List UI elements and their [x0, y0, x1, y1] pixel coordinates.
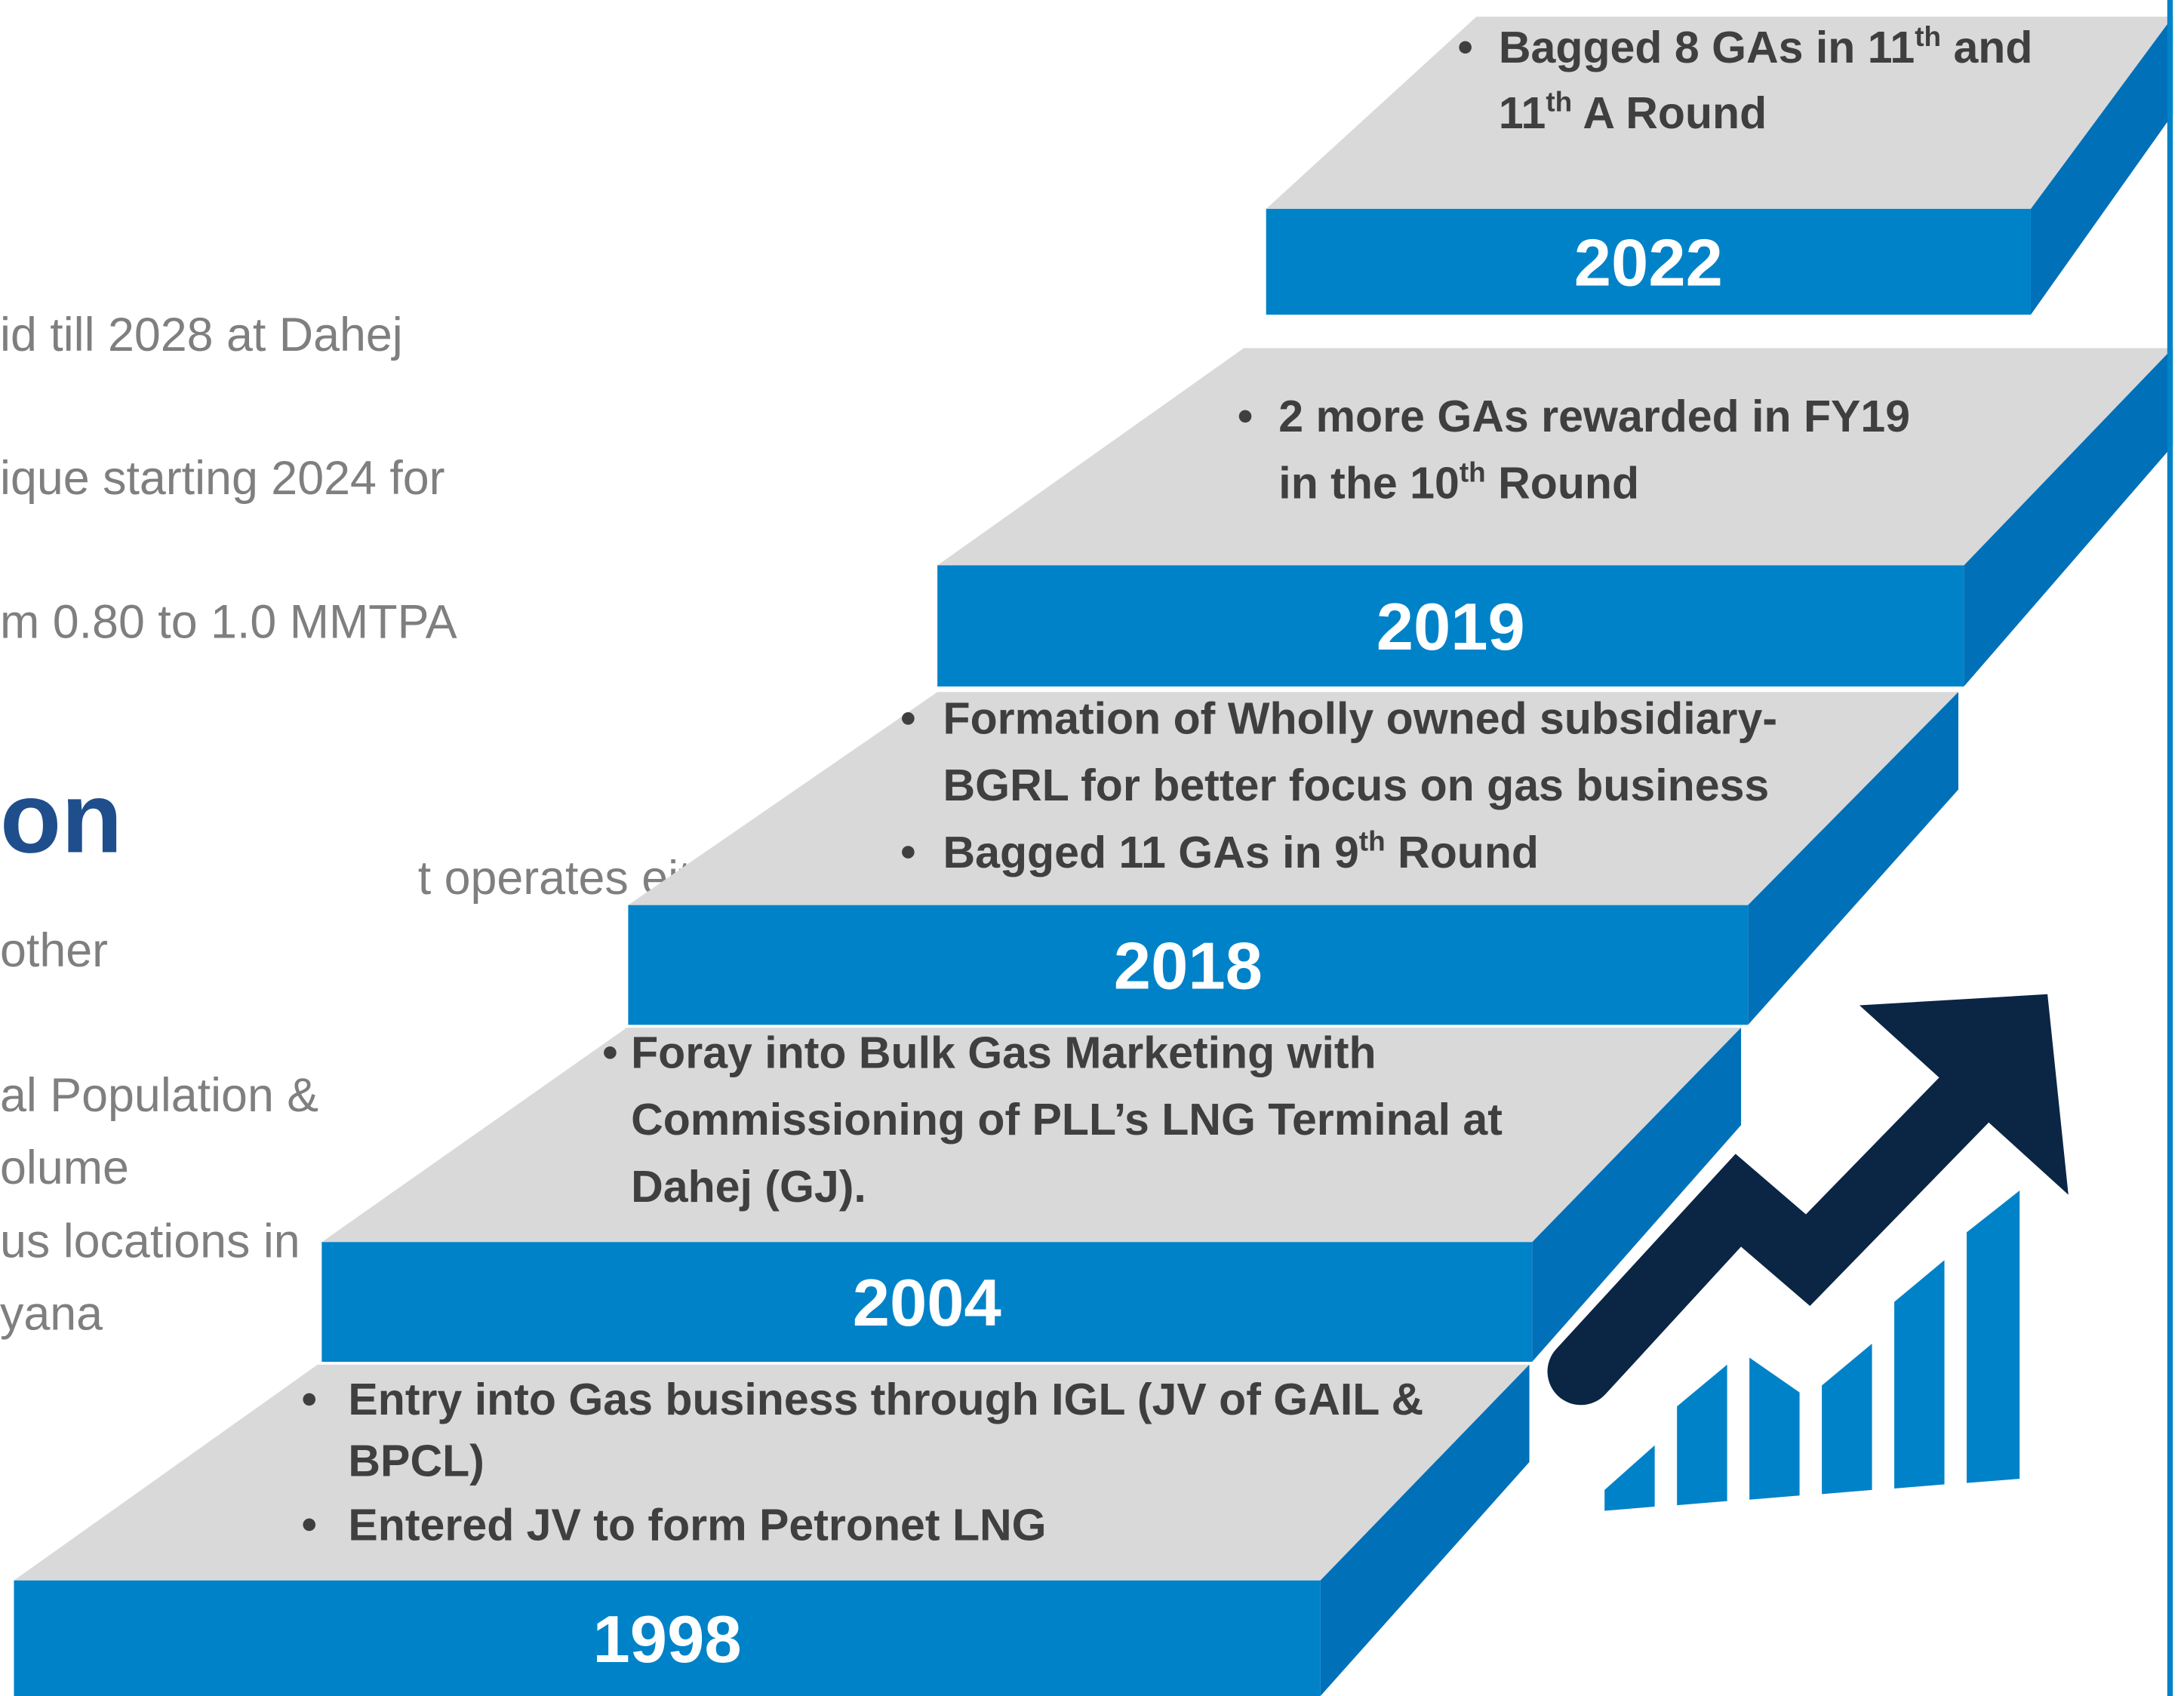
step-year: 2022	[1574, 225, 1723, 300]
icon-bar	[1894, 1260, 1945, 1489]
bullet-line: Foray into Bulk Gas Marketing with	[631, 1028, 1377, 1078]
superscript: th	[1460, 457, 1486, 488]
bullet-dot	[604, 1046, 617, 1059]
step-front	[1266, 208, 2031, 315]
icon-bar	[1604, 1445, 1655, 1511]
left-line: other	[0, 924, 108, 977]
text-run: A Round	[1572, 88, 1767, 138]
bullet-dot	[902, 846, 915, 859]
step-side	[1532, 1028, 1742, 1363]
bullet-line: Bagged 8 GAs in 11th and	[1499, 21, 2033, 72]
step-top	[937, 348, 2173, 566]
step-front	[628, 905, 1749, 1025]
text-run: Round	[1486, 459, 1639, 508]
bullet-line: 2 more GAs rewarded in FY19	[1278, 392, 1910, 441]
text-run: Dahej (GJ).	[631, 1162, 866, 1212]
left-text: id till 2028 at Dahej ique starting 2024 …	[0, 309, 760, 1340]
left-line: us locations in	[0, 1215, 300, 1268]
step: 2004 Foray into Bulk Gas Marketing with Co…	[321, 1028, 1742, 1363]
bullet-line: Commissioning of PLL’s LNG Terminal at	[631, 1095, 1503, 1144]
step-side	[2030, 17, 2173, 315]
step: 1998 Entry into Gas business through IGL …	[14, 1364, 1530, 1696]
left-line: ique starting 2024 for	[0, 452, 445, 505]
step-front	[14, 1580, 1321, 1696]
superscript: th	[1359, 826, 1386, 857]
bullet-line: 11th A Round	[1499, 87, 1767, 138]
left-line: yana	[0, 1288, 103, 1341]
step: 2019 2 more GAs rewarded in FY19 in the 10…	[937, 348, 2173, 687]
text-run: and	[1941, 23, 2032, 72]
superscript: th	[1546, 87, 1572, 118]
text-run: Round	[1386, 828, 1539, 877]
text-run: Entered JV to form Petronet LNG	[348, 1500, 1046, 1550]
bullet-line: BPCL)	[348, 1436, 484, 1486]
icon-bar	[1967, 1191, 2020, 1483]
text-run: Commissioning of PLL’s LNG Terminal at	[631, 1095, 1503, 1144]
bullet-dot	[902, 712, 915, 725]
step-side	[1748, 692, 1958, 1025]
text-run: BGRL for better focus on gas business	[943, 760, 1770, 810]
left-line: olume	[0, 1141, 129, 1194]
bullet-line: Entry into Gas business through IGL (JV …	[348, 1375, 1423, 1424]
step-top	[321, 1028, 1742, 1243]
text-run: Formation of Wholly owned subsidiary-	[943, 694, 1778, 744]
bullet-line: in the 10th Round	[1278, 457, 1639, 508]
text-run: BPCL)	[348, 1436, 484, 1486]
icon-bar	[1749, 1357, 1800, 1500]
bullet-dot	[303, 1393, 316, 1406]
bullet-line: Dahej (GJ).	[631, 1162, 866, 1212]
icon-arrowhead	[1859, 994, 2069, 1195]
step-front	[937, 565, 1964, 687]
text-run: in the 10	[1278, 459, 1460, 508]
step-top	[14, 1364, 1530, 1581]
staircase: 1998 Entry into Gas business through IGL …	[14, 17, 2173, 1696]
bullet-line: Bagged 11 GAs in 9th Round	[943, 826, 1539, 877]
step-side	[1320, 1364, 1530, 1696]
step-front	[321, 1242, 1533, 1363]
step-year: 2018	[1114, 928, 1263, 1003]
bullet-dot	[303, 1518, 316, 1532]
step-side	[1964, 348, 2173, 687]
icon-bar	[1822, 1344, 1872, 1495]
bullet-dot	[1238, 410, 1252, 423]
text-run: Entry into Gas business through IGL (JV …	[348, 1375, 1423, 1424]
icon-bars	[1604, 1191, 2020, 1511]
text-run: Foray into Bulk Gas Marketing with	[631, 1028, 1377, 1078]
text-run: Bagged 8 GAs in 11	[1499, 23, 1915, 72]
text-run: Bagged 11 GAs in 9	[943, 828, 1359, 877]
bullet-line: Entered JV to form Petronet LNG	[348, 1500, 1046, 1550]
text-run: 2 more GAs rewarded in FY19	[1278, 392, 1910, 441]
bullet-line: BGRL for better focus on gas business	[943, 760, 1770, 810]
bullet-line: Formation of Wholly owned subsidiary-	[943, 694, 1778, 744]
step-year: 2019	[1377, 589, 1525, 664]
step-top	[1266, 17, 2173, 209]
left-line: id till 2028 at Dahej	[0, 309, 403, 361]
text-run: 11	[1499, 88, 1546, 138]
growth-icon	[1547, 994, 2069, 1511]
icon-trend	[1547, 1066, 1998, 1406]
bullet-dot	[1459, 41, 1472, 54]
left-line: al Population &	[0, 1069, 318, 1122]
step-year: 2004	[853, 1265, 1001, 1340]
superscript: th	[1915, 21, 1941, 52]
heading-fragment: on	[0, 763, 122, 874]
step: 2018 Formation of Wholly owned subsidiary…	[628, 692, 1958, 1025]
step-top	[628, 692, 1958, 905]
left-line: m 0.80 to 1.0 MMTPA	[0, 595, 457, 648]
icon-bar	[1677, 1364, 1727, 1506]
step-year: 1998	[593, 1602, 742, 1676]
